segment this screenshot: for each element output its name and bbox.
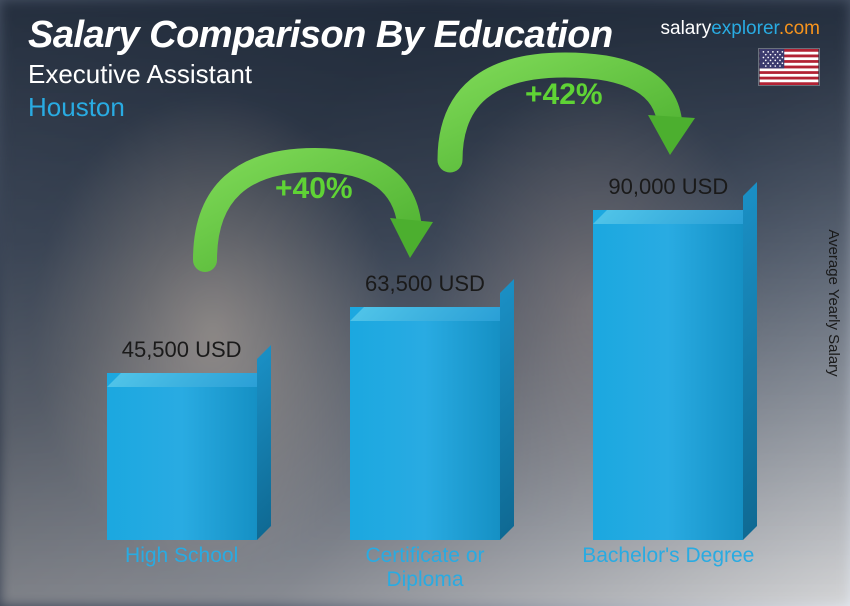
bar-top-face — [593, 210, 757, 224]
bar-chart: 45,500 USD 63,500 USD 90,000 USD — [60, 160, 790, 540]
bar-value: 45,500 USD — [122, 337, 242, 363]
subtitle: Executive Assistant — [28, 59, 613, 90]
us-flag-icon — [758, 48, 820, 86]
bar-group: 45,500 USD — [82, 337, 282, 540]
bar-side-face — [257, 345, 271, 540]
bar-side-face — [743, 182, 757, 540]
bar-3d — [107, 373, 257, 540]
bar-front-face — [593, 210, 743, 540]
bar-group: 90,000 USD — [568, 174, 768, 540]
y-axis-label: Average Yearly Salary — [825, 229, 842, 376]
brand-text: salaryexplorer.com — [661, 18, 820, 40]
brand-part1: salary — [661, 18, 712, 39]
bar-label: Bachelor's Degree — [568, 544, 768, 594]
location: Houston — [28, 92, 613, 123]
brand-part2: explorer — [711, 18, 779, 39]
brand-part3: .com — [779, 18, 820, 39]
bar-value: 90,000 USD — [608, 174, 728, 200]
bar-3d — [593, 210, 743, 540]
infographic-content: Salary Comparison By Education Executive… — [0, 0, 850, 606]
bar-top-face — [350, 307, 514, 321]
bar-front-face — [107, 373, 257, 540]
bar-label: Certificate or Diploma — [325, 544, 525, 594]
bar-group: 63,500 USD — [325, 271, 525, 540]
bar-3d — [350, 307, 500, 540]
bar-top-face — [107, 373, 271, 387]
bar-side-face — [500, 279, 514, 540]
bar-front-face — [350, 307, 500, 540]
bar-labels-row: High School Certificate or Diploma Bachelo… — [60, 544, 790, 594]
bar-label: High School — [82, 544, 282, 594]
title-block: Salary Comparison By Education Executive… — [28, 14, 613, 123]
bar-value: 63,500 USD — [365, 271, 485, 297]
brand-block: salaryexplorer.com — [661, 18, 820, 86]
main-title: Salary Comparison By Education — [28, 14, 613, 57]
